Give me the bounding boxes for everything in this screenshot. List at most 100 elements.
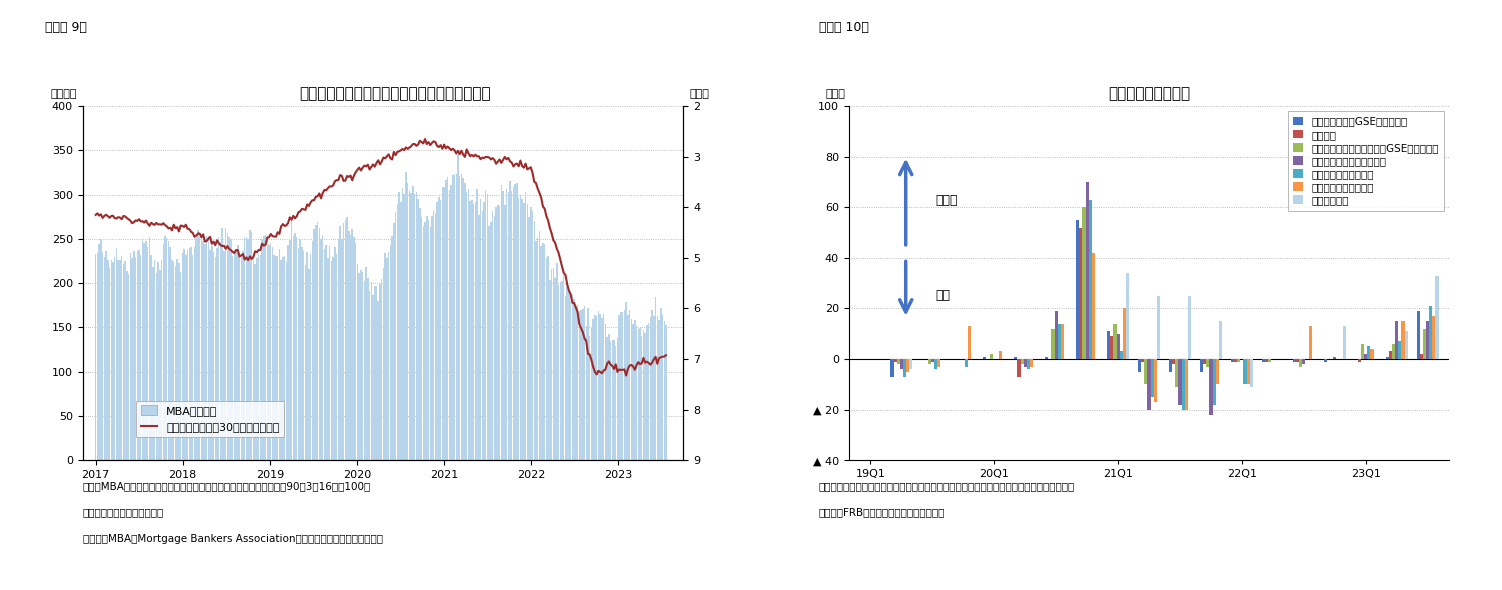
- Bar: [1250, 359, 1253, 387]
- Bar: [891, 359, 894, 377]
- Legend: 政府保証機関（GSE）基準適格, 政府保証, 適格ローン（金額上限内、GSE基準未達）, 適格ローン（金額上限超）, 非適格（金額上限超）, 非適格（金額上限内: 政府保証機関（GSE）基準適格, 政府保証, 適格ローン（金額上限内、GSE基準…: [1287, 112, 1445, 211]
- Bar: [1232, 359, 1235, 362]
- Bar: [906, 359, 909, 372]
- Bar: [1027, 359, 1030, 369]
- Bar: [1433, 316, 1436, 359]
- Bar: [1238, 359, 1241, 362]
- Bar: [1268, 359, 1271, 362]
- Bar: [1188, 296, 1191, 359]
- Bar: [1126, 273, 1130, 359]
- Bar: [1122, 309, 1126, 359]
- Bar: [1370, 349, 1373, 359]
- Bar: [1389, 352, 1392, 359]
- Bar: [1045, 356, 1048, 359]
- Text: （注）融資基準を「引き締める」との回答割合から「緩和する」との回答割合を引いたもの: （注）融資基準を「引き締める」との回答割合から「緩和する」との回答割合を引いたも…: [819, 481, 1075, 491]
- Bar: [1323, 359, 1328, 362]
- Bar: [1083, 207, 1086, 359]
- Bar: [1419, 354, 1422, 359]
- Bar: [1169, 359, 1172, 372]
- Bar: [1054, 311, 1057, 359]
- Bar: [1080, 228, 1083, 359]
- Bar: [1203, 359, 1206, 364]
- Bar: [1200, 359, 1203, 372]
- Bar: [1404, 331, 1407, 359]
- Bar: [1172, 359, 1176, 364]
- Bar: [1209, 359, 1212, 415]
- Bar: [909, 359, 912, 369]
- Bar: [1247, 359, 1250, 384]
- Bar: [903, 359, 906, 377]
- Bar: [1386, 356, 1389, 359]
- Bar: [1157, 296, 1160, 359]
- Bar: [897, 359, 900, 364]
- Bar: [1436, 276, 1439, 359]
- Bar: [999, 352, 1002, 359]
- Bar: [1185, 359, 1188, 409]
- Title: 住宅ローン貸出基準: 住宅ローン貸出基準: [1108, 86, 1190, 101]
- Bar: [1296, 359, 1299, 362]
- Bar: [1107, 331, 1110, 359]
- Bar: [1014, 356, 1017, 359]
- Bar: [1422, 329, 1427, 359]
- Bar: [1206, 359, 1209, 366]
- Text: 緩和: 緩和: [936, 289, 951, 302]
- Bar: [1244, 359, 1247, 384]
- Bar: [1343, 326, 1346, 359]
- Bar: [967, 326, 970, 359]
- Bar: [1293, 359, 1296, 362]
- Text: （資料）MBA（Mortgage Bankers Association）よりニッセイ基礎研究所作成: （資料）MBA（Mortgage Bankers Association）よりニ…: [83, 534, 383, 544]
- Bar: [990, 354, 993, 359]
- Bar: [1030, 359, 1033, 366]
- Text: （資料）FRBよりニッセイ基礎研究所作成: （資料）FRBよりニッセイ基礎研究所作成: [819, 507, 945, 517]
- Bar: [1089, 200, 1092, 359]
- Bar: [1077, 220, 1080, 359]
- Bar: [1302, 359, 1305, 364]
- Text: （％）: （％）: [689, 89, 709, 99]
- Bar: [1361, 344, 1364, 359]
- Bar: [1218, 321, 1221, 359]
- Bar: [1401, 321, 1404, 359]
- Bar: [937, 359, 940, 366]
- Bar: [1086, 182, 1089, 359]
- Bar: [1265, 359, 1268, 362]
- Bar: [1299, 359, 1302, 366]
- Text: 厳格化: 厳格化: [936, 194, 958, 206]
- Bar: [1215, 359, 1218, 384]
- Bar: [1020, 359, 1023, 364]
- Bar: [931, 359, 934, 362]
- Text: （％）: （％）: [826, 89, 846, 99]
- Bar: [1023, 359, 1027, 366]
- Text: （指数）: （指数）: [50, 89, 77, 99]
- Bar: [1358, 359, 1361, 362]
- Bar: [984, 356, 987, 359]
- Bar: [1212, 359, 1215, 405]
- Bar: [1051, 329, 1054, 359]
- Bar: [1017, 359, 1020, 377]
- Text: （注）MBA申請件数は住宅購入目的の住宅ローン申請件数を指数化（90年3月16日＝100）: （注）MBA申請件数は住宅購入目的の住宅ローン申請件数を指数化（90年3月16日…: [83, 481, 371, 491]
- Bar: [928, 359, 931, 364]
- Bar: [1262, 359, 1265, 362]
- Bar: [964, 359, 967, 366]
- Bar: [1092, 253, 1095, 359]
- Bar: [1235, 359, 1238, 362]
- Title: 住宅ローン金利および住宅購入ローン申請件数: 住宅ローン金利および住宅購入ローン申請件数: [299, 86, 491, 101]
- Bar: [1060, 324, 1063, 359]
- Legend: MBA申請件数, モーゲージローン30年金利（右軸）: MBA申請件数, モーゲージローン30年金利（右軸）: [137, 401, 284, 437]
- Bar: [1179, 359, 1182, 405]
- Bar: [1142, 359, 1145, 362]
- Bar: [1154, 359, 1157, 402]
- Bar: [1392, 344, 1395, 359]
- Bar: [1119, 352, 1122, 359]
- Bar: [1308, 326, 1311, 359]
- Bar: [1116, 334, 1119, 359]
- Bar: [1113, 324, 1116, 359]
- Bar: [1398, 342, 1401, 359]
- Bar: [900, 359, 903, 369]
- Text: （図表 10）: （図表 10）: [819, 21, 868, 34]
- Bar: [1364, 354, 1367, 359]
- Bar: [1176, 359, 1179, 387]
- Bar: [1416, 311, 1419, 359]
- Bar: [1182, 359, 1185, 409]
- Bar: [1151, 359, 1154, 397]
- Bar: [1334, 356, 1337, 359]
